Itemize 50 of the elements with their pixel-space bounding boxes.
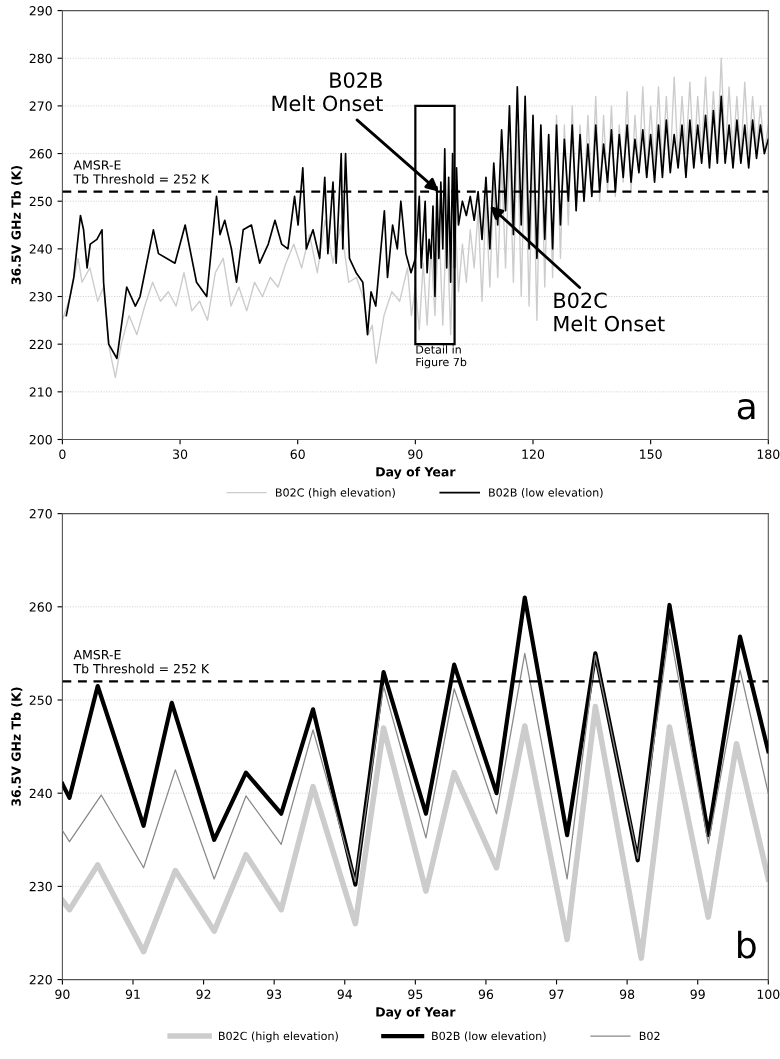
legend-label: B02B (low elevation): [489, 488, 603, 498]
x-tick-label: 60: [290, 449, 305, 459]
ref-line-label: AMSR-E Tb Threshold = 252 K: [73, 649, 210, 674]
y-tick-label: 210: [29, 387, 52, 397]
legend-label: B02B (low elevation): [432, 1031, 546, 1042]
y-axis-title: 36.5V GHz Tb (K): [11, 687, 23, 806]
x-axis-title: Day of Year: [376, 466, 456, 480]
x-tick-label: 95: [408, 989, 423, 999]
x-tick-label: 150: [640, 449, 662, 459]
x-axis-title: Day of Year: [376, 1006, 456, 1020]
x-tick-label: 91: [125, 989, 140, 999]
x-tick-label: 90: [55, 989, 70, 999]
y-tick-label: 270: [29, 509, 52, 519]
x-tick-label: 97: [549, 989, 564, 999]
y-tick-label: 280: [29, 53, 52, 64]
x-tick-label: 90: [408, 449, 423, 459]
y-tick-label: 290: [29, 6, 52, 16]
x-tick-label: 94: [337, 989, 353, 999]
x-tick-label: 99: [690, 989, 705, 999]
legend-label: B02C (high elevation): [276, 488, 395, 499]
annotation: a: [737, 398, 755, 420]
x-tick-label: 100: [757, 989, 780, 999]
x-tick-label: 0: [59, 449, 66, 459]
x-tick-label: 96: [478, 989, 494, 999]
y-tick-label: 250: [29, 196, 52, 207]
annotation: Detail in Figure 7b: [416, 345, 467, 369]
x-tick-label: 92: [196, 989, 211, 999]
annotation: b: [738, 930, 756, 959]
legend-label: B02: [639, 1031, 660, 1041]
y-tick-label: 220: [29, 975, 52, 985]
y-tick-label: 260: [29, 602, 52, 612]
y-tick-label: 270: [29, 101, 52, 111]
y-tick-label: 240: [29, 788, 52, 799]
x-tick-label: 98: [619, 989, 635, 999]
y-tick-label: 230: [29, 291, 52, 302]
y-tick-label: 240: [29, 244, 52, 254]
ref-line-label: AMSR-E Tb Threshold = 252 K: [73, 160, 210, 184]
y-tick-label: 250: [29, 695, 52, 705]
y-axis-title: 36.5V GHz Tb (K): [11, 166, 23, 285]
annotation: B02B Melt Onset: [272, 72, 383, 112]
x-tick-label: 180: [757, 449, 780, 459]
x-tick-label: 30: [173, 449, 188, 459]
x-tick-label: 120: [522, 449, 545, 459]
y-tick-label: 200: [29, 434, 52, 445]
annotation: B02C Melt Onset: [554, 292, 665, 332]
y-tick-label: 220: [29, 339, 52, 350]
x-tick-label: 93: [267, 989, 282, 999]
y-tick-label: 260: [29, 149, 52, 159]
y-tick-label: 230: [29, 881, 52, 892]
legend-label: B02C (high elevation): [219, 1031, 338, 1043]
